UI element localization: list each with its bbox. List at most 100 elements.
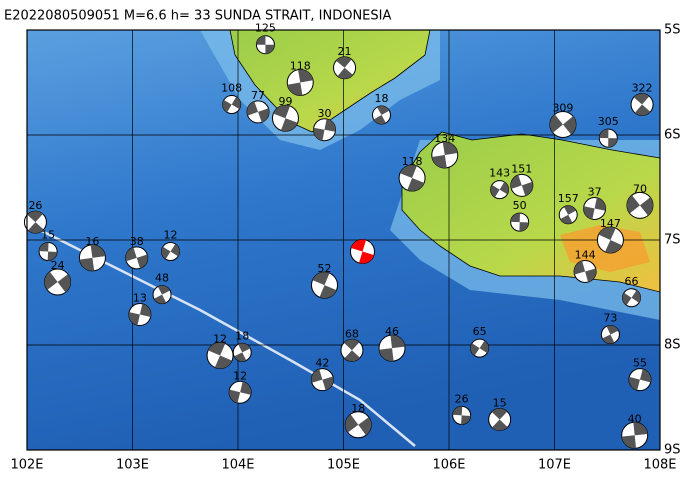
focal-mechanism — [152, 285, 172, 305]
focal-mechanism — [160, 242, 180, 262]
ball-quadrant — [628, 369, 651, 391]
focal-mechanism — [488, 408, 512, 432]
focal-mechanism — [78, 244, 106, 272]
ball-quadrant — [621, 422, 648, 449]
focal-mechanism — [246, 100, 270, 124]
focal-mechanism — [600, 325, 620, 344]
y-tick-label: 9S — [664, 443, 681, 458]
focal-mechanism — [621, 421, 649, 449]
depth-label: 12 — [233, 369, 247, 382]
focal-mechanism — [510, 212, 530, 232]
ball-quadrant — [560, 205, 577, 224]
x-tick-label: 103E — [116, 458, 149, 473]
focal-mechanism — [286, 69, 314, 96]
depth-label: 322 — [632, 82, 653, 95]
focal-mechanism — [255, 35, 275, 55]
focal-mechanism — [271, 104, 299, 132]
focal-mechanism — [622, 288, 642, 308]
trench — [39, 228, 416, 447]
focal-mechanism — [583, 197, 607, 220]
focal-mechanism — [452, 405, 472, 425]
ball-quadrant — [256, 35, 275, 54]
ball-quadrant — [622, 290, 641, 306]
main-event — [349, 239, 375, 265]
focal-mechanism — [573, 260, 597, 283]
focal-mechanism — [558, 205, 578, 225]
ball-quadrant — [229, 381, 252, 403]
depth-label: 40 — [628, 412, 642, 425]
events: 125 21 118 108 77 99 18 30 309 305 322 134 143 151 118… — [23, 22, 654, 449]
ball-quadrant — [510, 213, 529, 232]
depth-label: 12 — [213, 333, 227, 346]
ball-quadrant — [379, 335, 405, 362]
ball-quadrant — [431, 141, 458, 168]
focal-mechanism — [344, 411, 372, 439]
focal-mechanism — [398, 164, 426, 192]
focal-mechanism — [310, 368, 334, 392]
ball-quadrant — [39, 242, 58, 261]
depth-label: 26 — [455, 392, 469, 405]
ball-quadrant — [234, 343, 251, 362]
depth-label: 24 — [51, 259, 65, 272]
depth-label: 157 — [558, 192, 579, 205]
depth-label: 143 — [489, 167, 510, 180]
depth-label: 48 — [155, 272, 169, 285]
x-tick-label: 105E — [327, 458, 360, 473]
depth-label: 38 — [130, 235, 144, 248]
ball-quadrant — [343, 339, 360, 362]
frame — [26, 29, 661, 451]
depth-label: 118 — [402, 155, 423, 168]
focal-mechanism — [125, 246, 149, 270]
depth-label: 147 — [600, 217, 621, 230]
depth-label: 50 — [513, 199, 527, 212]
focal-mechanism — [598, 128, 618, 148]
ball-quadrant — [44, 271, 71, 293]
y-tick-label: 5S — [664, 23, 681, 38]
focal-mechanism — [232, 342, 252, 362]
depth-label: 70 — [633, 182, 647, 195]
depth-label: 30 — [318, 107, 332, 120]
ball-quadrant — [626, 195, 653, 216]
ball-quadrant — [583, 197, 606, 220]
depth-label: 13 — [133, 292, 147, 305]
ball-quadrant — [490, 181, 509, 198]
ball-quadrant — [313, 118, 336, 141]
depth-label: 99 — [278, 95, 292, 108]
depth-label: 305 — [598, 115, 619, 128]
depth-label: 46 — [385, 325, 399, 338]
focal-mechanism — [23, 210, 47, 234]
ball-quadrant — [128, 303, 151, 326]
depth-label: 18 — [374, 92, 388, 105]
ball-quadrant — [373, 106, 390, 125]
depth-label: 52 — [318, 262, 332, 275]
depth-label: 21 — [338, 45, 352, 58]
focal-mechanism — [128, 303, 152, 327]
depth-label: 134 — [434, 132, 455, 145]
depth-label: 15 — [493, 397, 507, 410]
ball-quadrant — [599, 129, 618, 148]
ball-quadrant — [154, 285, 171, 304]
depth-label: 118 — [290, 60, 311, 73]
focal-mechanism — [431, 141, 459, 169]
ball-quadrant — [336, 56, 353, 79]
ball-quadrant — [287, 69, 314, 96]
focal-mechanism — [311, 271, 339, 299]
ball-quadrant — [602, 325, 619, 344]
depth-label: 68 — [345, 327, 359, 340]
y-tick-label: 6S — [664, 128, 681, 143]
ball-quadrant — [79, 244, 106, 271]
focal-mechanism — [44, 268, 72, 296]
focal-mechanism — [313, 118, 337, 142]
ball-quadrant — [574, 260, 597, 283]
ball-quadrant — [452, 406, 471, 425]
focal-mechanism — [228, 380, 252, 404]
ball-quadrant — [125, 247, 148, 269]
focal-mechanism — [628, 368, 652, 392]
depth-label: 37 — [588, 186, 602, 199]
ball-quadrant — [161, 243, 180, 260]
focal-mechanism — [549, 111, 577, 138]
depth-label: 77 — [251, 89, 265, 102]
ball-quadrant — [273, 105, 298, 132]
depth-label: 65 — [473, 325, 487, 338]
ball-quadrant — [311, 369, 334, 391]
